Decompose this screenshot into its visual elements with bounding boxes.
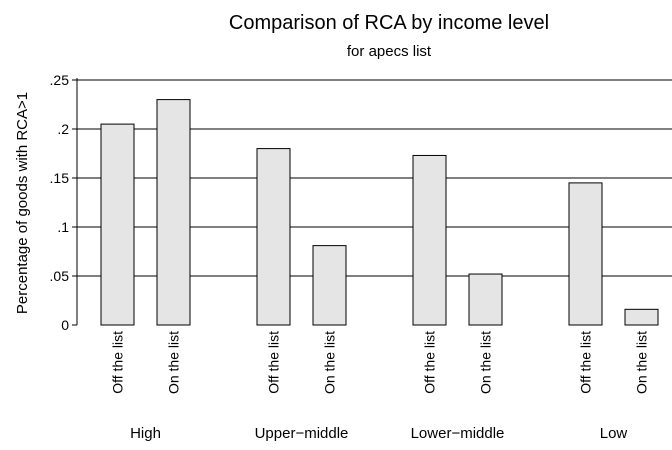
y-axis: 0 .05 .1 .15 .2 .25	[50, 72, 78, 333]
bar-label: On the list	[166, 331, 182, 394]
bar	[624, 308, 659, 326]
bar-group	[256, 148, 347, 326]
x-axis-labels: Off the list On the list High Off the list O…	[110, 331, 650, 442]
y-tick-label: .1	[57, 219, 69, 235]
y-tick-label: .2	[57, 121, 69, 137]
bar	[156, 99, 191, 326]
bar-label: On the list	[322, 331, 338, 394]
bar-group	[412, 154, 503, 326]
bar-label: Off the list	[110, 331, 126, 394]
bar-label: Off the list	[422, 331, 438, 394]
bar	[468, 273, 503, 326]
bar-label: Off the list	[266, 331, 282, 394]
group-label: High	[130, 425, 161, 442]
chart-subtitle: for apecs list	[347, 43, 432, 60]
bar-group	[100, 99, 191, 326]
chart-title: Comparison of RCA by income level	[229, 12, 549, 34]
bar-label: On the list	[634, 331, 650, 394]
bar	[412, 154, 447, 326]
bar	[256, 148, 291, 326]
bars	[100, 99, 659, 326]
bar	[312, 245, 347, 326]
bar-group	[568, 182, 659, 326]
y-axis-label: Percentage of goods with RCA>1	[14, 92, 31, 314]
y-tick-label: .05	[50, 268, 70, 284]
group-label: Upper−middle	[255, 425, 349, 442]
group-label: Lower−middle	[411, 425, 505, 442]
bar-label: On the list	[478, 331, 494, 394]
bar	[100, 123, 135, 326]
y-tick-label: .15	[50, 170, 70, 186]
bar	[568, 182, 603, 326]
y-tick-label: 0	[61, 317, 69, 333]
group-label: Low	[600, 425, 628, 442]
bar-label: Off the list	[578, 331, 594, 394]
y-tick-label: .25	[50, 72, 70, 88]
